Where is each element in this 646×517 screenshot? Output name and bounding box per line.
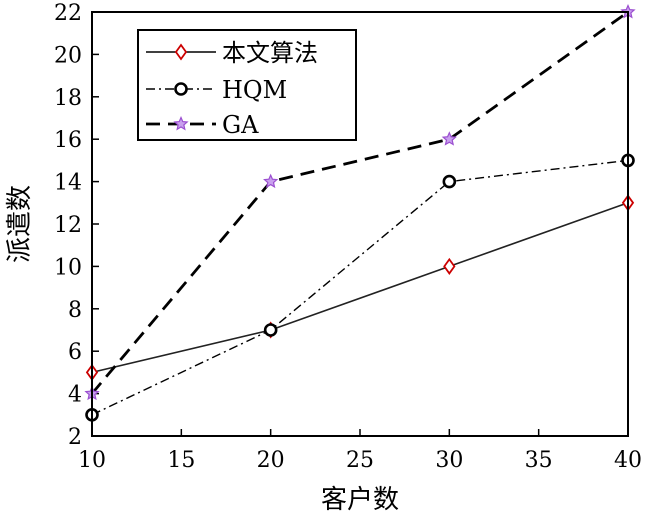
data-point <box>263 173 279 189</box>
ticks-layer: 2 4 6 8 10 12 14 16 18 20 22 10 15 20 25 30 35 40 <box>54 1 642 473</box>
legend-marker <box>174 43 188 61</box>
x-tick-label: 10 <box>78 448 106 473</box>
y-tick-label: 4 <box>68 383 82 408</box>
y-axis-title: 派遣数 <box>5 185 35 263</box>
y-tick-label: 14 <box>54 171 82 196</box>
x-tick-label: 15 <box>167 448 195 473</box>
data-point <box>441 131 457 146</box>
y-tick-label: 6 <box>68 340 82 365</box>
series-line <box>91 159 629 416</box>
data-point <box>442 174 457 189</box>
x-tick-label: 25 <box>346 448 374 473</box>
y-tick-label: 8 <box>68 298 82 323</box>
plot-frame <box>91 11 629 437</box>
y-tick-label: 16 <box>54 128 82 153</box>
legend-label: GA <box>222 111 259 139</box>
y-tick-label: 2 <box>68 425 82 450</box>
y-tick-label: 18 <box>54 86 82 111</box>
series-1 <box>85 153 635 422</box>
legend-marker <box>174 82 188 96</box>
series-line <box>90 10 629 395</box>
y-tick-label: 22 <box>54 1 82 26</box>
x-tick-label: 40 <box>614 448 642 473</box>
data-point <box>263 323 278 337</box>
y-tick-label: 12 <box>54 213 82 238</box>
legend-label: HQM <box>222 76 287 104</box>
legend-label: 本文算法 <box>222 39 318 67</box>
y-tick-label: 10 <box>54 255 82 280</box>
legend-marker <box>173 115 189 131</box>
series-line <box>91 202 629 374</box>
x-tick-label: 30 <box>435 448 463 473</box>
x-tick-label: 35 <box>525 448 553 473</box>
data-point <box>443 257 456 275</box>
y-tick-label: 20 <box>54 43 82 68</box>
series-0 <box>85 194 635 381</box>
x-tick-label: 20 <box>257 448 285 473</box>
x-axis-title: 客户数 <box>321 485 399 515</box>
legend: 本文算法 HQM GA <box>137 29 357 141</box>
